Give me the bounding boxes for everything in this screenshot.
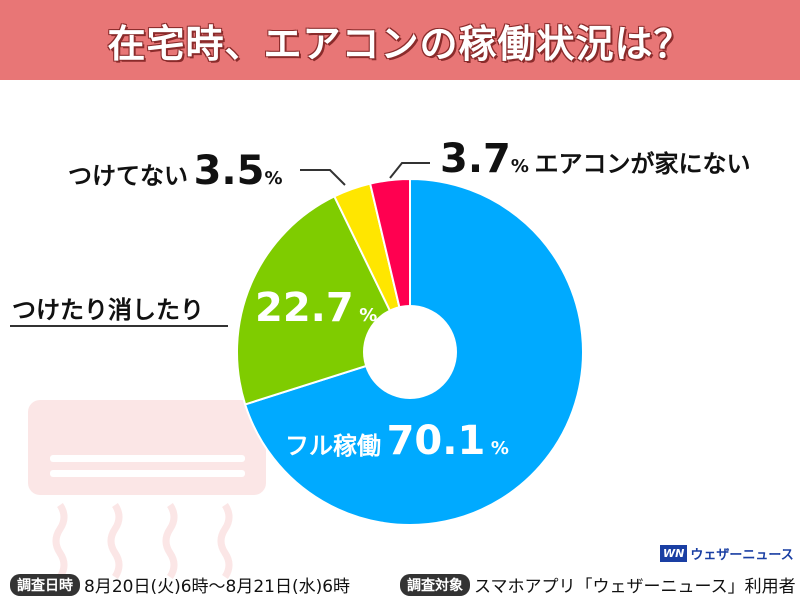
- label-no-ac: 3.7% エアコンが家にない: [440, 136, 751, 182]
- title-banner: 在宅時、エアコンの稼働状況は？: [0, 0, 800, 80]
- chart-title: 在宅時、エアコンの稼働状況は？: [107, 21, 693, 66]
- air-conditioner-illustration: [28, 400, 266, 579]
- survey-target: 調査対象 スマホアプリ「ウェザーニュース」利用者: [400, 572, 796, 597]
- weathernews-logo: WN ウェザーニュース: [660, 544, 794, 563]
- label-on-off: つけたり消したり: [12, 296, 204, 324]
- survey-date: 調査日時 8月20日(火)6時〜8月21日(水)6時: [10, 572, 350, 597]
- donut-hole: [363, 305, 457, 399]
- label-full: フル稼働 70.1 %: [285, 418, 509, 464]
- value-on-off: 22.7 %: [255, 285, 378, 331]
- leader-line-not-on: [300, 169, 346, 186]
- label-not-on: つけてない 3.5%: [68, 148, 283, 194]
- leader-line-no-ac: [389, 162, 430, 179]
